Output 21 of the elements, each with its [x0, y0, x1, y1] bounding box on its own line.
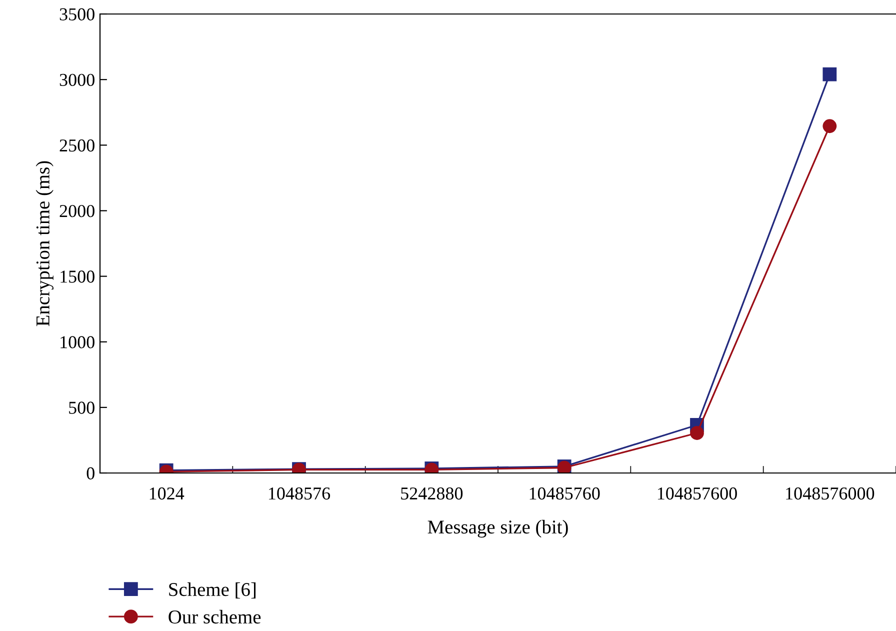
y-tick-label: 3500: [60, 8, 94, 20]
legend-label: Our scheme: [168, 610, 261, 624]
y-tick-label: 3000: [60, 74, 94, 86]
x-axis-title: Message size (bit): [428, 520, 568, 538]
point: [690, 426, 704, 440]
y-tick-label: 2000: [60, 204, 94, 218]
y-tick-label: 2500: [60, 139, 94, 152]
y-tick-label: 1500: [60, 270, 94, 283]
y-tick-label: 1000: [60, 336, 94, 348]
legend-label: Scheme [6]: [169, 582, 256, 599]
x-tick-label: 1048576: [268, 487, 330, 500]
point: [822, 119, 837, 134]
x-tick-label: 104857600: [658, 487, 737, 500]
x-tick-label: 1048576000: [786, 487, 874, 500]
y-tick-label: 0: [86, 467, 94, 480]
x-tick-label: 1024: [150, 487, 184, 500]
y-tick-label: 500: [69, 402, 94, 414]
y-axis-title: Encryption time (ms): [36, 161, 54, 326]
x-tick-label: 10485760: [530, 487, 600, 500]
point: [822, 67, 837, 82]
x-tick-label: 5242880: [401, 487, 463, 500]
